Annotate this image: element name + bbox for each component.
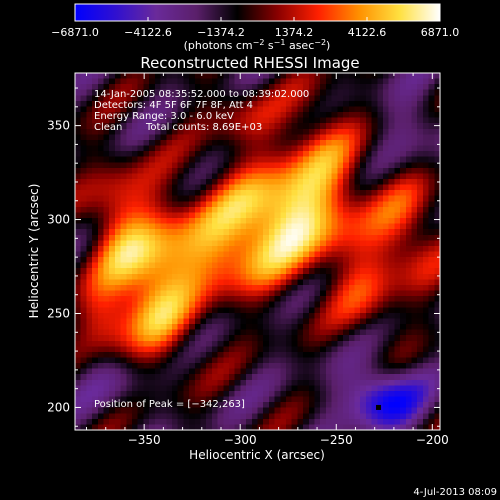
colorbar-unit-part: (photons cm: [184, 39, 253, 52]
colorbar-tick-label: −4122.6: [124, 26, 172, 39]
y-tick-label: 300: [47, 213, 70, 227]
y-tick-label: 350: [47, 119, 70, 133]
chart-title: Reconstructed RHESSI Image: [140, 54, 359, 72]
y-axis-label: Heliocentric Y (arcsec): [27, 184, 41, 319]
annotations: 14-Jan-2005 08:35:52.000 to 08:39:02.000…: [94, 89, 309, 410]
annotation-detectors: Detectors: 4F 5F 6F 7F 8F, Att 4: [94, 100, 253, 111]
colorbar-unit-exp: −1: [274, 38, 286, 47]
x-tick-label: −300: [224, 433, 257, 447]
y-tick-label: 250: [47, 307, 70, 321]
annotation-clean: Clean: [94, 122, 122, 133]
colorbar-tick-label: −1374.2: [197, 26, 245, 39]
colorbar-tick-label: 4122.6: [348, 26, 387, 39]
x-axis-label: Heliocentric X (arcsec): [189, 448, 325, 462]
plot-frame: [74, 72, 441, 431]
footer-timestamp: 4-Jul-2013 08:09: [413, 487, 497, 498]
colorbar-tick-label: 1374.2: [275, 26, 314, 39]
y-tick-label: 200: [47, 400, 70, 414]
colorbar-bar: [74, 3, 441, 22]
colorbar-unit-exp: −2: [314, 38, 326, 47]
annotation-energy: Energy Range: 3.0 - 6.0 keV: [94, 111, 234, 122]
colorbar-tick-label: 6871.0: [421, 26, 460, 39]
colorbar-unit-part: s: [264, 39, 273, 52]
plot-image: [75, 73, 440, 430]
colorbar-unit-part: asec: [285, 39, 314, 52]
x-tick-label: −350: [128, 433, 161, 447]
x-tick-label: −250: [320, 433, 353, 447]
colorbar-unit-label: (photons cm−2 s−1 asec−2): [184, 38, 331, 52]
colorbar: −6871.0 −4122.6 −1374.2 1374.2 4122.6 6871.0 …: [51, 3, 459, 52]
x-tick-label: −200: [416, 433, 449, 447]
colorbar-tick-label: −6871.0: [51, 26, 99, 39]
y-axis-ticks: 200 250 300 350: [47, 87, 440, 427]
heatmap-image: [75, 73, 440, 430]
colorbar-unit-part: ): [326, 39, 330, 52]
colorbar-unit-exp: −2: [253, 38, 265, 47]
annotation-total-counts: Total counts: 8.69E+03: [145, 122, 262, 133]
annotation-peak-position: Position of Peak = [−342,263]: [94, 399, 245, 410]
colorbar-ticks: −6871.0 −4122.6 −1374.2 1374.2 4122.6 6871.0: [51, 17, 459, 39]
peak-marker: [376, 404, 382, 410]
x-axis-ticks: −350 −300 −250 −200: [86, 73, 449, 447]
axes: [74, 72, 441, 431]
annotation-time-range: 14-Jan-2005 08:35:52.000 to 08:39:02.000: [94, 89, 309, 100]
